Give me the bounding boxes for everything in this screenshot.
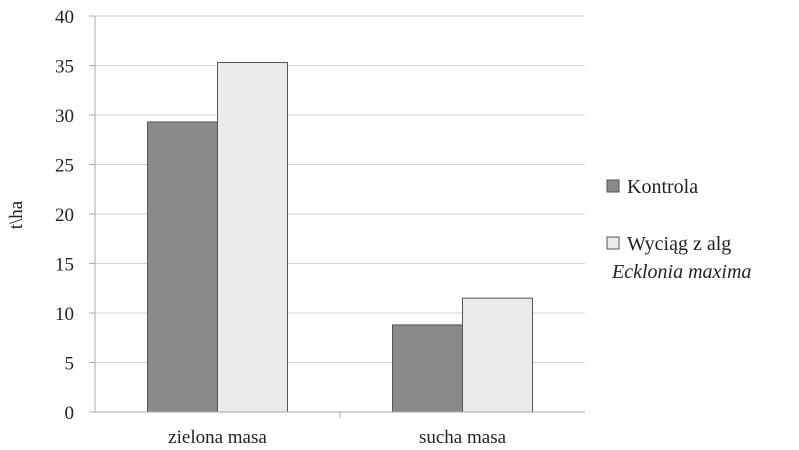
y-axis-label: t\ha	[6, 200, 27, 229]
bars	[147, 62, 533, 413]
y-axis-ticks: 0 5 10 15 20 25 30 35 40	[55, 7, 95, 424]
y-tick-label: 10	[55, 304, 74, 325]
bar-kontrola-zielona	[147, 121, 218, 413]
y-tick-label: 30	[55, 106, 74, 127]
y-tick-label: 40	[55, 7, 74, 28]
legend-label-italic: Ecklonia maxima	[611, 261, 751, 283]
y-tick-label: 5	[65, 354, 75, 375]
y-tick-label: 35	[55, 57, 74, 78]
x-category-label: sucha masa	[419, 427, 507, 448]
x-category-label: zielona masa	[168, 427, 267, 448]
legend-swatch	[606, 236, 620, 250]
y-tick-label: 0	[65, 403, 75, 424]
bar-wyciag-sucha	[462, 297, 533, 413]
legend: Kontrola Wyciąg z alg Ecklonia maxima	[606, 176, 751, 283]
legend-swatch	[606, 179, 620, 193]
legend-label: Kontrola	[627, 176, 698, 198]
y-tick-label: 25	[55, 156, 74, 177]
y-tick-label: 15	[55, 255, 74, 276]
bar-kontrola-sucha	[392, 324, 463, 413]
x-axis-labels: zielona masa sucha masa	[168, 412, 507, 448]
legend-label: Wyciąg z alg	[627, 233, 731, 255]
bar-wyciag-zielona	[217, 62, 288, 413]
y-tick-label: 20	[55, 205, 74, 226]
